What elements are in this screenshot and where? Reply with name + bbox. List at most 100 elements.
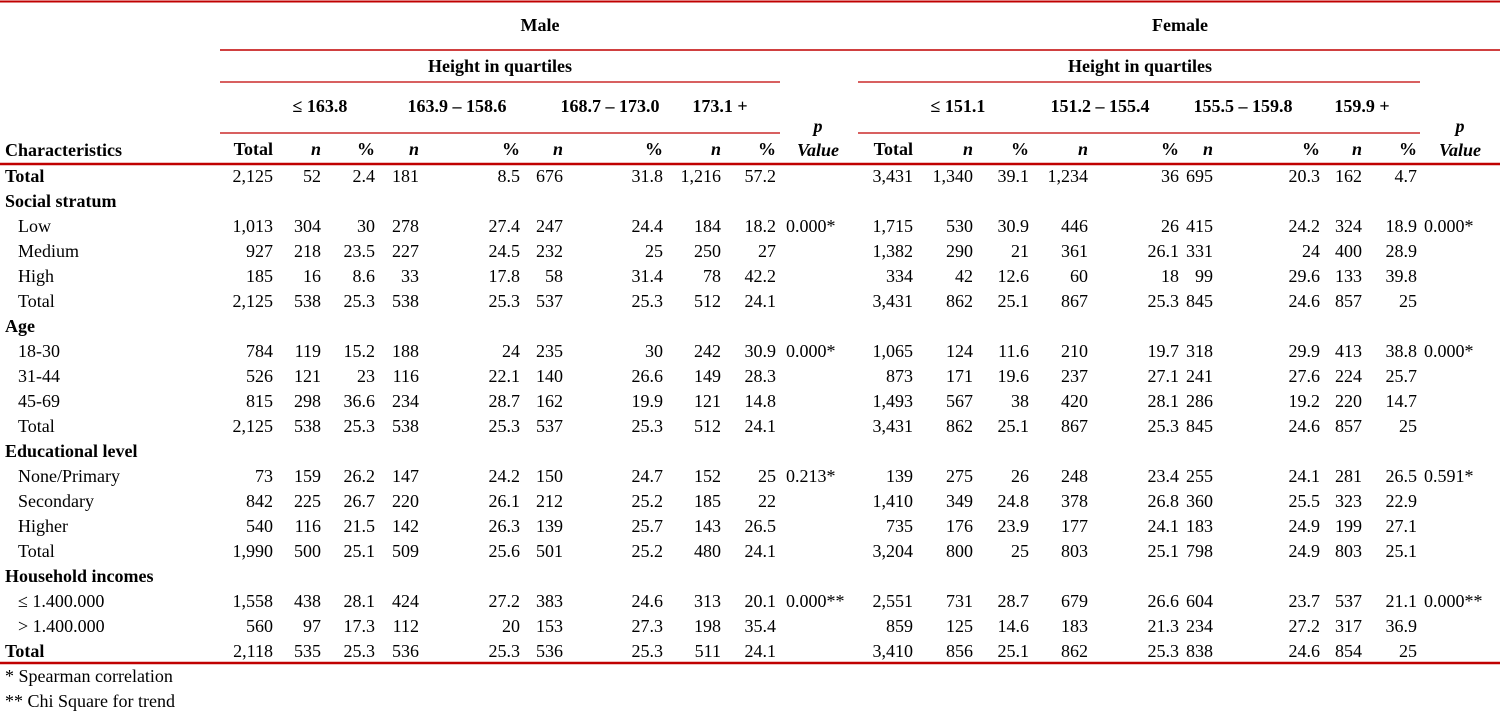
- row-label: Higher: [18, 516, 68, 536]
- cell: 2,551: [873, 591, 914, 611]
- cell: 210: [1061, 341, 1088, 361]
- group-subtitle: Height in quartiles: [428, 56, 572, 76]
- cell: 212: [536, 491, 563, 511]
- p-sub: Value: [797, 140, 839, 160]
- cell: 27.6: [1289, 366, 1321, 386]
- cell: 125: [946, 616, 973, 636]
- cell: 26.5: [1386, 466, 1418, 486]
- cell: 38.8: [1386, 341, 1418, 361]
- cell: 177: [1061, 516, 1088, 536]
- cell: 58: [545, 266, 563, 286]
- cell: 800: [946, 541, 973, 561]
- cell: 26.7: [344, 491, 376, 511]
- cell: 28.7: [998, 591, 1030, 611]
- cell: 21.5: [344, 516, 376, 536]
- cell: 25.3: [489, 291, 521, 311]
- cell: 2.4: [353, 166, 376, 186]
- p-value: 0.591*: [1424, 466, 1474, 486]
- cell: 24.1: [745, 291, 777, 311]
- cell: 42: [955, 266, 973, 286]
- cell: 420: [1061, 391, 1088, 411]
- cell: 424: [392, 591, 419, 611]
- cell: 143: [694, 516, 721, 536]
- cell: 247: [536, 216, 563, 236]
- column-header: n: [963, 139, 973, 159]
- cell: 854: [1335, 641, 1362, 661]
- cell: 242: [694, 341, 721, 361]
- cell: 25.1: [998, 291, 1030, 311]
- cell: 2,125: [233, 166, 274, 186]
- cell: 21.1: [1386, 591, 1418, 611]
- cell: 845: [1186, 416, 1213, 436]
- cell: 19.9: [632, 391, 664, 411]
- cell: 27.1: [1148, 366, 1180, 386]
- cell: 731: [946, 591, 973, 611]
- cell: 538: [392, 291, 419, 311]
- cell: 4.7: [1395, 166, 1418, 186]
- cell: 24.1: [745, 416, 777, 436]
- cell: 281: [1335, 466, 1362, 486]
- cell: 3,431: [873, 291, 914, 311]
- cell: 500: [294, 541, 321, 561]
- cell: 20: [502, 616, 520, 636]
- row-label: Secondary: [18, 491, 94, 511]
- cell: 11.6: [998, 341, 1029, 361]
- cell: 313: [694, 591, 721, 611]
- p-value: 0.000*: [786, 341, 836, 361]
- cell: 24.7: [632, 466, 664, 486]
- quartile-label: 159.9 +: [1334, 96, 1389, 116]
- cell: 149: [694, 366, 721, 386]
- cell: 24.9: [1289, 541, 1321, 561]
- cell: 24.8: [998, 491, 1030, 511]
- cell: 24.2: [1289, 216, 1321, 236]
- column-header: n: [711, 139, 721, 159]
- cell: 30.9: [998, 216, 1030, 236]
- cell: 28.9: [1386, 241, 1418, 261]
- cell: 679: [1061, 591, 1088, 611]
- quartile-label: ≤ 151.1: [931, 96, 986, 116]
- cell: 815: [246, 391, 273, 411]
- cell: 232: [536, 241, 563, 261]
- row-label: Age: [5, 316, 35, 336]
- row-label: Total: [18, 416, 55, 436]
- cell: 27.4: [489, 216, 521, 236]
- row-label: High: [18, 266, 54, 286]
- cell: 142: [392, 516, 419, 536]
- cell: 31.4: [632, 266, 664, 286]
- cell: 24.6: [1289, 291, 1321, 311]
- cell: 25.3: [344, 641, 376, 661]
- cell: 24.1: [745, 641, 777, 661]
- cell: 1,065: [873, 341, 914, 361]
- cell: 24.1: [1289, 466, 1321, 486]
- quartile-label: 163.9 – 158.6: [408, 96, 507, 116]
- cell: 39.1: [998, 166, 1030, 186]
- cell: 1,493: [873, 391, 914, 411]
- cell: 480: [694, 541, 721, 561]
- cell: 511: [695, 641, 721, 661]
- cell: 25: [1011, 541, 1029, 561]
- cell: 12.6: [998, 266, 1030, 286]
- cell: 361: [1061, 241, 1088, 261]
- cell: 538: [294, 416, 321, 436]
- cell: 26.2: [344, 466, 376, 486]
- cell: 218: [294, 241, 321, 261]
- cell: 22.1: [489, 366, 521, 386]
- column-header: %: [645, 139, 663, 159]
- cell: 25: [758, 466, 776, 486]
- cell: 25.1: [344, 541, 376, 561]
- cell: 24.6: [632, 591, 664, 611]
- cell: 23.5: [344, 241, 376, 261]
- column-header: n: [553, 139, 563, 159]
- cell: 24.1: [745, 541, 777, 561]
- p-value: 0.000*: [1424, 341, 1474, 361]
- cell: 537: [1335, 591, 1362, 611]
- cell: 501: [536, 541, 563, 561]
- cell: 27: [758, 241, 776, 261]
- cell: 25.3: [1148, 641, 1180, 661]
- cell: 23.9: [998, 516, 1030, 536]
- cell: 867: [1061, 416, 1088, 436]
- column-header: Total: [234, 139, 273, 159]
- cell: 838: [1186, 641, 1213, 661]
- cell: 25.7: [1386, 366, 1418, 386]
- cell: 26: [1011, 466, 1029, 486]
